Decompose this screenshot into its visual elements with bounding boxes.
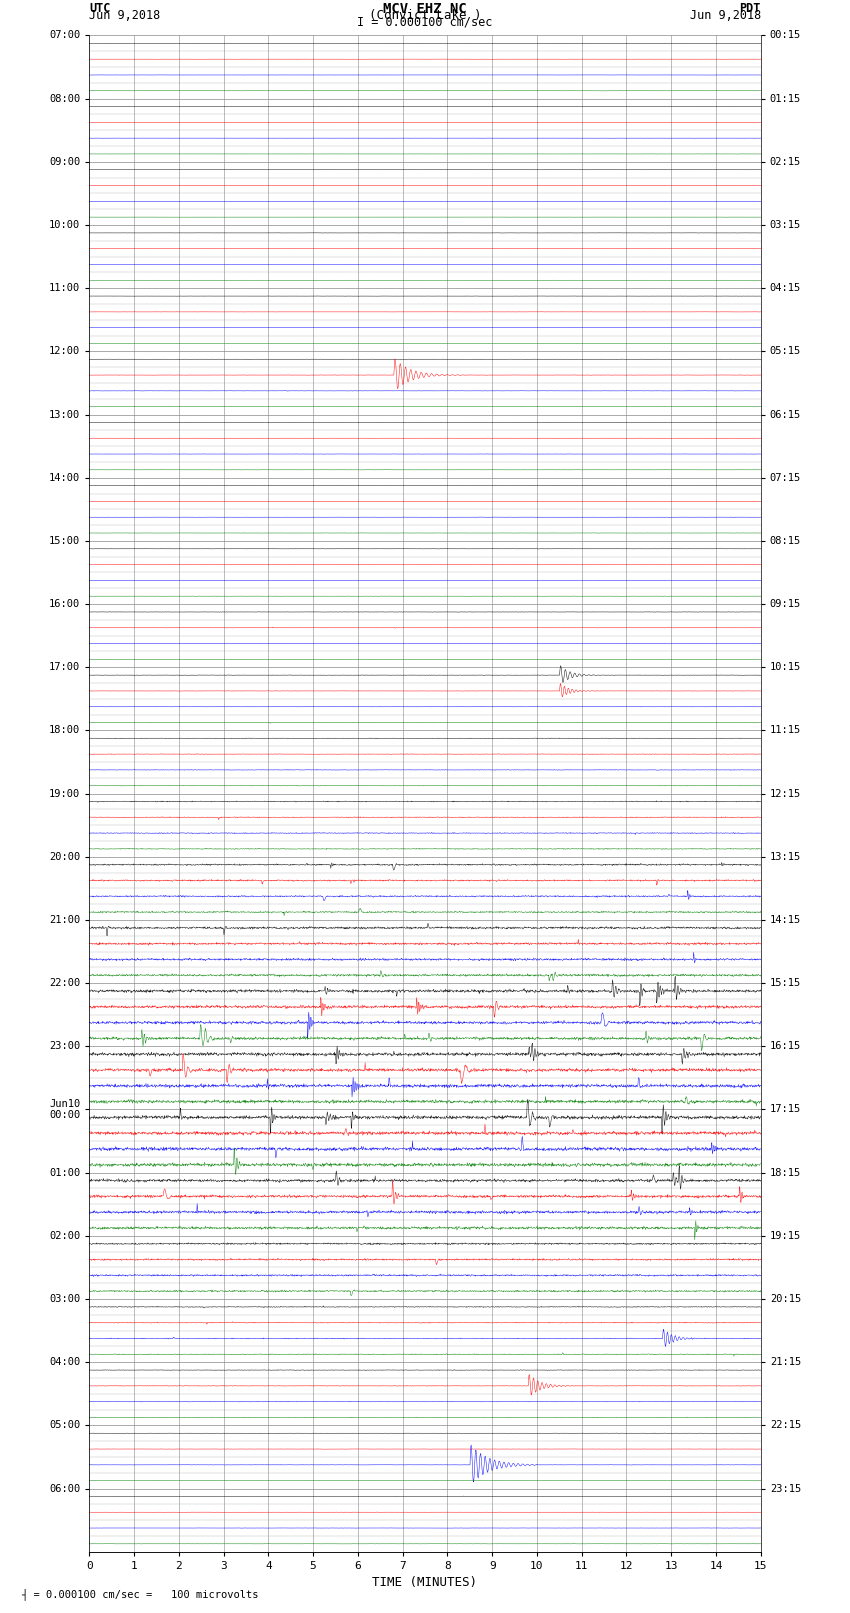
Text: UTC: UTC [89,3,110,16]
Text: (Convict Lake ): (Convict Lake ) [369,10,481,23]
Text: Jun 9,2018: Jun 9,2018 [689,10,761,23]
Text: PDT: PDT [740,3,761,16]
Text: Jun 9,2018: Jun 9,2018 [89,10,161,23]
Text: I = 0.000100 cm/sec: I = 0.000100 cm/sec [357,16,493,29]
Text: MCV EHZ NC: MCV EHZ NC [383,3,467,16]
Text: ┤ = 0.000100 cm/sec =   100 microvolts: ┤ = 0.000100 cm/sec = 100 microvolts [21,1589,258,1600]
X-axis label: TIME (MINUTES): TIME (MINUTES) [372,1576,478,1589]
